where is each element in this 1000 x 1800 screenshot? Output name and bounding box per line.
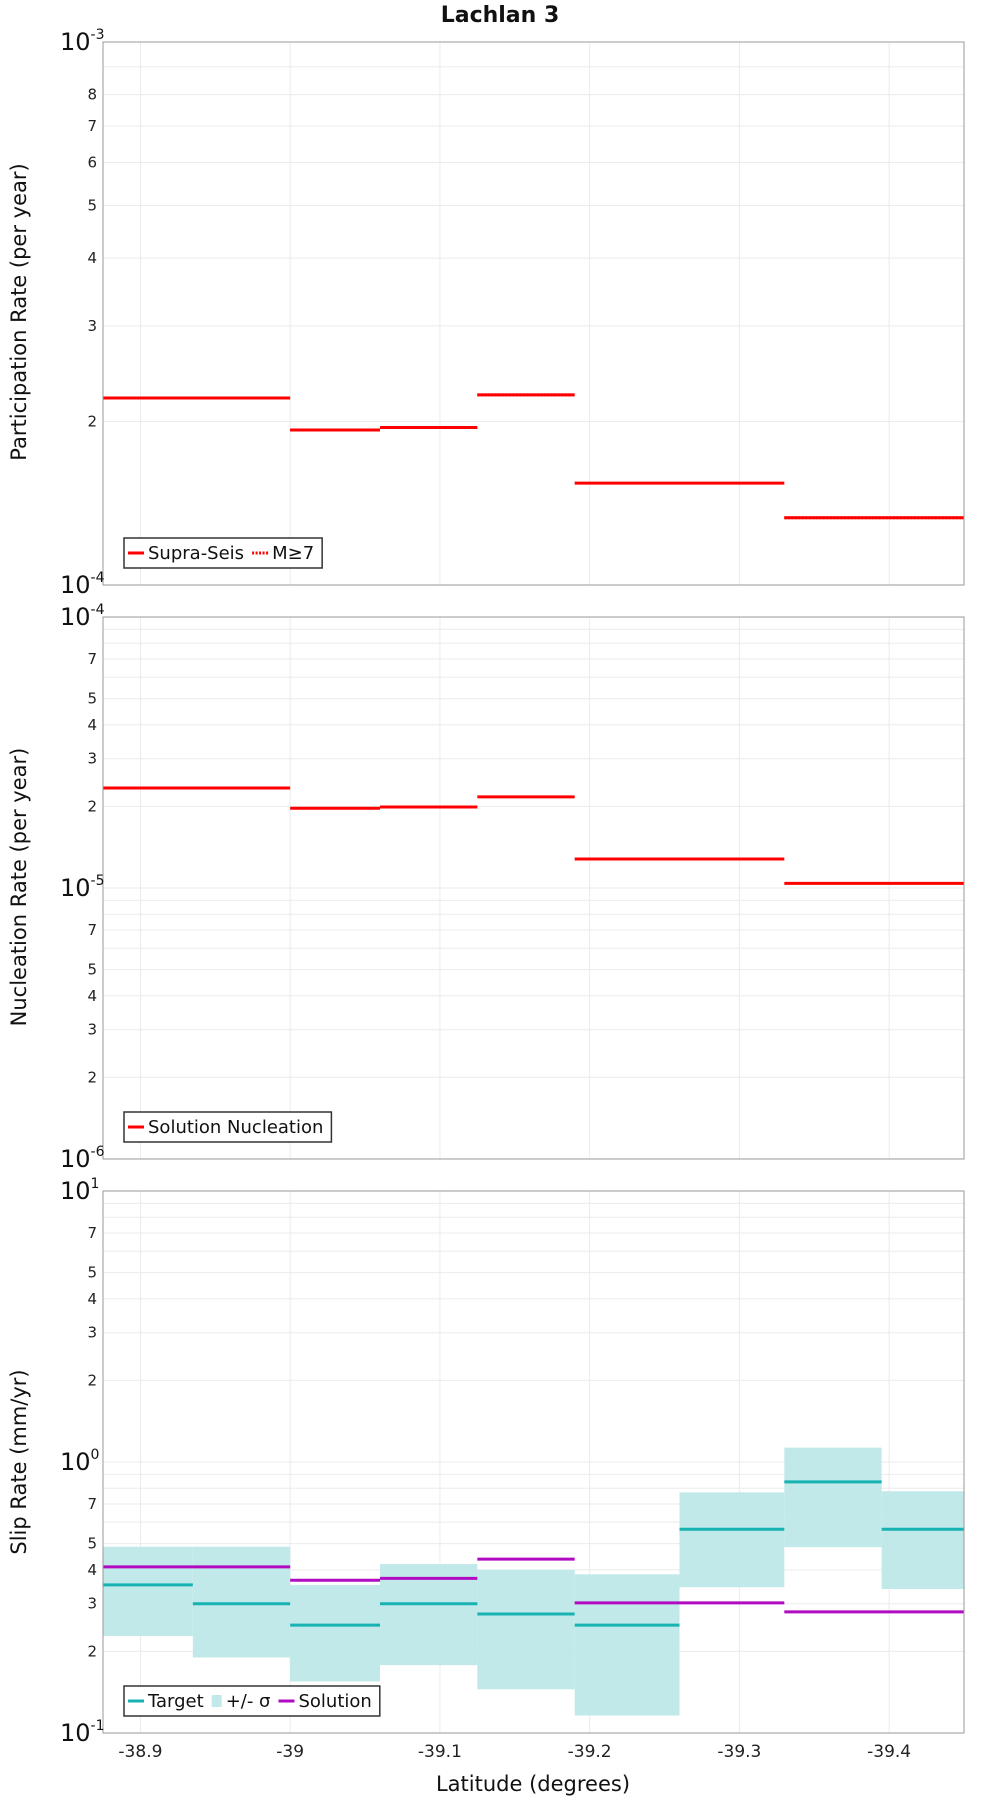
y-tick-label: 2 <box>87 1068 97 1086</box>
sigma-band <box>290 1584 381 1682</box>
y-tick-label: 4 <box>87 249 97 267</box>
y-tick-label: 2 <box>87 413 97 431</box>
legend: Supra-Seis M≥7 <box>123 537 323 569</box>
y-tick-label: 4 <box>87 1561 97 1579</box>
plot-frame <box>102 616 965 1160</box>
y-major-tick-label: 10-6 <box>60 1144 105 1173</box>
y-major-tick-label: 10-1 <box>60 1718 105 1747</box>
y-tick-label: 7 <box>87 921 97 939</box>
y-tick-label: 3 <box>87 1021 97 1039</box>
x-tick-label: -39.2 <box>568 1742 612 1762</box>
y-major-tick-label: 10-5 <box>60 873 105 902</box>
y-tick-label: 5 <box>87 961 97 979</box>
legend-swatch-band <box>211 1695 222 1707</box>
slip-panel: 7 5 4 3 2 7 5 4 3 2 101 100 10-1 Target +/- σ Solution -… <box>60 1176 965 1762</box>
y-tick-label: 3 <box>87 750 97 768</box>
y-tick-label: 5 <box>87 1264 97 1282</box>
x-tick-label: -38.9 <box>118 1742 162 1762</box>
x-tick-label: -39.1 <box>418 1742 462 1762</box>
y-tick-label: 4 <box>87 716 97 734</box>
y-tick-label: 3 <box>87 1595 97 1613</box>
y-tick-label: 7 <box>87 650 97 668</box>
y-tick-label: 7 <box>87 1495 97 1513</box>
y-tick-label: 6 <box>87 153 97 171</box>
plot-frame <box>102 41 965 586</box>
legend-label: Solution Nucleation <box>148 1117 323 1138</box>
y-major-tick-label: 101 <box>60 1176 99 1205</box>
y-tick-label: 3 <box>87 1324 97 1342</box>
legend-label: +/- σ <box>226 1691 271 1712</box>
y-tick-label: 2 <box>87 797 97 815</box>
x-axis-label: Latitude (degrees) <box>436 1772 630 1796</box>
sigma-band <box>784 1447 882 1548</box>
nucleation-ylabel: Nucleation Rate (per year) <box>7 748 31 1027</box>
sigma-band <box>679 1492 785 1588</box>
y-tick-label: 4 <box>87 987 97 1005</box>
sigma-band <box>192 1546 291 1658</box>
legend-label: Supra-Seis <box>148 543 244 564</box>
x-tick-label: -39.4 <box>867 1742 911 1762</box>
legend-label: M≥7 <box>272 543 314 564</box>
y-tick-label: 2 <box>87 1642 97 1660</box>
plot-frame <box>102 1190 965 1734</box>
sigma-band <box>380 1564 478 1666</box>
legend: Target +/- σ Solution <box>123 1685 381 1717</box>
participation-ylabel: Participation Rate (per year) <box>7 163 31 460</box>
y-major-tick-label: 10-4 <box>60 602 105 631</box>
y-major-tick-label: 100 <box>60 1447 99 1476</box>
y-major-tick-label: 10-3 <box>60 27 105 56</box>
y-tick-label: 5 <box>87 690 97 708</box>
slip-ylabel: Slip Rate (mm/yr) <box>7 1369 31 1554</box>
y-tick-label: 5 <box>87 196 97 214</box>
legend-box <box>123 1111 333 1143</box>
sigma-band <box>103 1546 193 1636</box>
legend-box <box>123 1685 381 1717</box>
chart-title: Lachlan 3 <box>441 3 560 28</box>
x-tick-label: -39.3 <box>717 1742 761 1762</box>
legend: Solution Nucleation <box>123 1111 333 1143</box>
sigma-band <box>477 1569 575 1690</box>
y-tick-label: 2 <box>87 1371 97 1389</box>
y-tick-label: 4 <box>87 1290 97 1308</box>
legend-box <box>123 537 323 569</box>
x-tick-label: -39 <box>276 1742 304 1762</box>
y-tick-label: 5 <box>87 1535 97 1553</box>
nucleation-panel: 7 5 4 3 2 7 5 4 3 2 10-4 10-5 10-6 Solution Nucleatio… <box>60 602 965 1173</box>
y-tick-label: 3 <box>87 317 97 335</box>
y-tick-label: 7 <box>87 1224 97 1242</box>
y-tick-label: 7 <box>87 117 97 135</box>
legend-label: Solution <box>298 1691 371 1712</box>
legend-label: Target <box>147 1691 204 1712</box>
sigma-band <box>881 1491 964 1589</box>
y-tick-label: 8 <box>87 86 97 104</box>
sigma-band <box>574 1574 680 1716</box>
plot-area <box>103 42 964 585</box>
participation-panel: 8 7 6 5 4 3 2 10-3 10-4 Supra-Seis M≥7 <box>60 27 965 599</box>
y-major-tick-label: 10-4 <box>60 570 105 599</box>
